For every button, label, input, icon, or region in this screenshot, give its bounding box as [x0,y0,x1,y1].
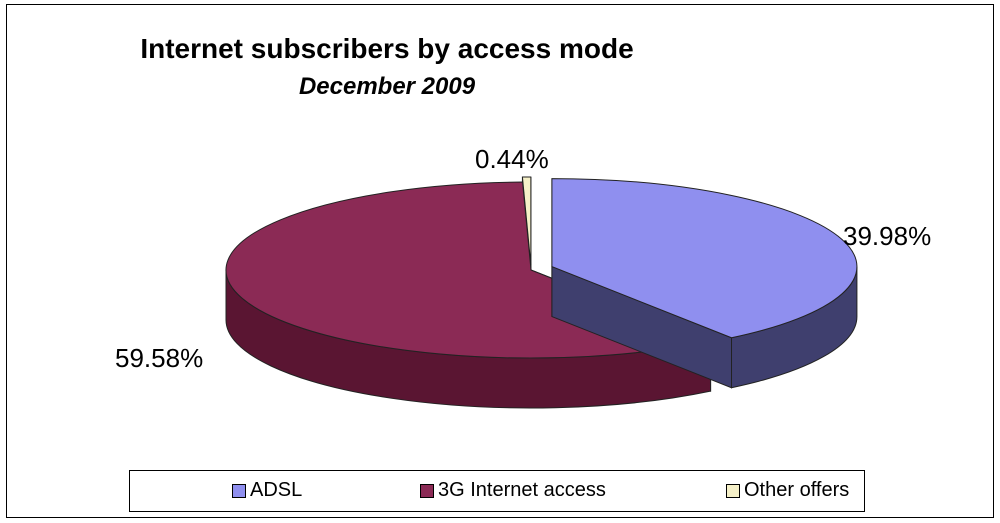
legend: ADSL 3G Internet access Other offers [129,470,865,512]
chart-frame: Internet subscribers by access mode Dece… [6,4,994,518]
legend-swatch-other [726,483,740,498]
legend-label-adsl: ADSL [250,479,303,501]
legend-item-adsl: ADSL [232,479,302,502]
data-label-3g: 59.58% [115,343,203,373]
legend-item-other: Other offers [726,479,849,502]
data-label-adsl: 39.98% [843,221,931,251]
data-label-other: 0.44% [475,144,549,174]
pie-chart: 39.98% 59.58% 0.44% [115,144,931,409]
chart-subtitle: December 2009 [298,73,476,100]
legend-label-other: Other offers [744,479,850,501]
legend-label-3g: 3G Internet access [438,479,606,501]
legend-swatch-adsl [232,483,246,498]
legend-swatch-3g [420,483,434,498]
chart-title: Internet subscribers by access mode [140,33,634,64]
pie-slice-adsl [551,178,858,339]
legend-item-3g: 3G Internet access [420,479,606,502]
